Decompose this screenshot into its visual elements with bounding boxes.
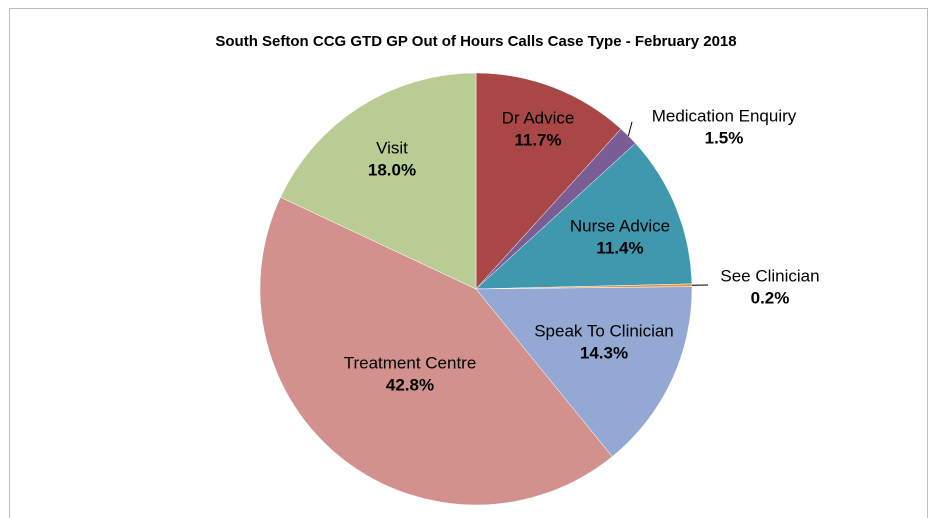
slice-label: Speak To Clinician bbox=[534, 321, 674, 340]
pie-slice bbox=[280, 72, 477, 290]
pie-slice bbox=[475, 142, 693, 290]
slice-label: Visit bbox=[376, 138, 408, 157]
slice-value: 0.2% bbox=[751, 288, 790, 307]
slice-value: 11.7% bbox=[514, 130, 561, 149]
slice-value: 14.3% bbox=[580, 343, 628, 362]
leader-line bbox=[627, 121, 633, 137]
slice-value: 11.4% bbox=[596, 238, 643, 257]
pie-slice bbox=[475, 72, 622, 290]
slice-label: Nurse Advice bbox=[570, 216, 670, 235]
slice-value: 42.8% bbox=[386, 375, 434, 394]
pie-slice bbox=[259, 196, 613, 506]
slice-value: 18.0% bbox=[368, 160, 416, 179]
slice-label: Treatment Centre bbox=[344, 353, 477, 372]
slice-value: 1.5% bbox=[705, 128, 744, 147]
pie-slice bbox=[475, 286, 693, 457]
slice-label: Medication Enquiry bbox=[652, 106, 797, 125]
slice-label: See Clinician bbox=[720, 266, 819, 285]
chart-title: South Sefton CCG GTD GP Out of Hours Cal… bbox=[215, 33, 736, 50]
slice-label: Dr Advice bbox=[502, 108, 575, 127]
